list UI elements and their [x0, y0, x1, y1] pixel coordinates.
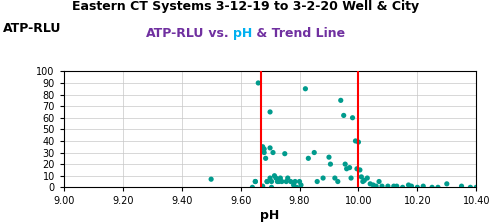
Point [254, 81, 262, 85]
X-axis label: pH: pH [260, 209, 280, 222]
Point [443, 182, 451, 186]
Point [408, 184, 415, 188]
Point [319, 176, 327, 180]
Point [268, 180, 275, 183]
Text: pH: pH [233, 27, 252, 40]
Point [325, 155, 333, 159]
Point [313, 180, 321, 183]
Point [266, 146, 274, 150]
Text: & Trend Line: & Trend Line [252, 27, 345, 40]
Text: ATP-RLU: ATP-RLU [2, 22, 61, 35]
Point [260, 151, 268, 154]
Point [310, 151, 318, 154]
Point [341, 162, 349, 166]
Text: Eastern CT Systems 3-12-19 to 3-2-20 Well & City: Eastern CT Systems 3-12-19 to 3-2-20 Wel… [72, 0, 419, 13]
Point [275, 180, 283, 183]
Point [337, 99, 345, 102]
Point [287, 180, 295, 183]
Point [434, 186, 442, 189]
Point [378, 184, 386, 188]
Point [384, 184, 392, 188]
Text: vs.: vs. [204, 27, 233, 40]
Point [266, 176, 274, 180]
Point [296, 180, 303, 183]
Point [357, 175, 365, 179]
Point [419, 184, 427, 188]
Point [291, 180, 299, 183]
Point [334, 180, 342, 183]
Point [399, 186, 407, 189]
Point [458, 184, 465, 188]
Point [366, 182, 374, 186]
Point [259, 145, 267, 149]
Point [268, 186, 275, 189]
Point [248, 186, 256, 189]
Point [207, 178, 215, 181]
Point [353, 167, 361, 171]
Point [260, 147, 268, 151]
Point [363, 176, 371, 180]
Point [259, 184, 267, 188]
Point [331, 176, 339, 180]
Point [413, 186, 421, 189]
Point [262, 157, 270, 160]
Point [263, 180, 271, 183]
Point [271, 174, 278, 178]
Point [372, 184, 380, 188]
Point [297, 183, 305, 187]
Point [278, 180, 286, 183]
Point [343, 167, 351, 171]
Point [356, 168, 364, 172]
Point [327, 162, 334, 166]
Point [393, 184, 401, 188]
Point [263, 180, 271, 183]
Text: ATP-RLU: ATP-RLU [146, 27, 204, 40]
Point [273, 180, 281, 183]
Point [390, 184, 398, 188]
Point [352, 139, 359, 143]
Point [284, 176, 292, 180]
Point [293, 186, 300, 189]
Point [269, 151, 277, 154]
Point [375, 180, 383, 183]
Point [301, 87, 309, 91]
Point [290, 183, 298, 187]
Point [355, 140, 362, 144]
Point [282, 180, 290, 183]
Point [266, 110, 274, 114]
Point [466, 186, 474, 189]
Point [346, 166, 354, 169]
Point [251, 180, 259, 183]
Point [369, 183, 377, 187]
Point [281, 152, 289, 155]
Point [304, 157, 312, 160]
Point [272, 176, 280, 180]
Point [347, 176, 355, 180]
Point [349, 116, 356, 120]
Point [276, 176, 284, 180]
Point [428, 186, 436, 189]
Point [340, 114, 348, 117]
Point [251, 180, 259, 183]
Point [405, 183, 412, 187]
Point [359, 180, 367, 183]
Point [360, 179, 368, 182]
Point [472, 186, 480, 189]
